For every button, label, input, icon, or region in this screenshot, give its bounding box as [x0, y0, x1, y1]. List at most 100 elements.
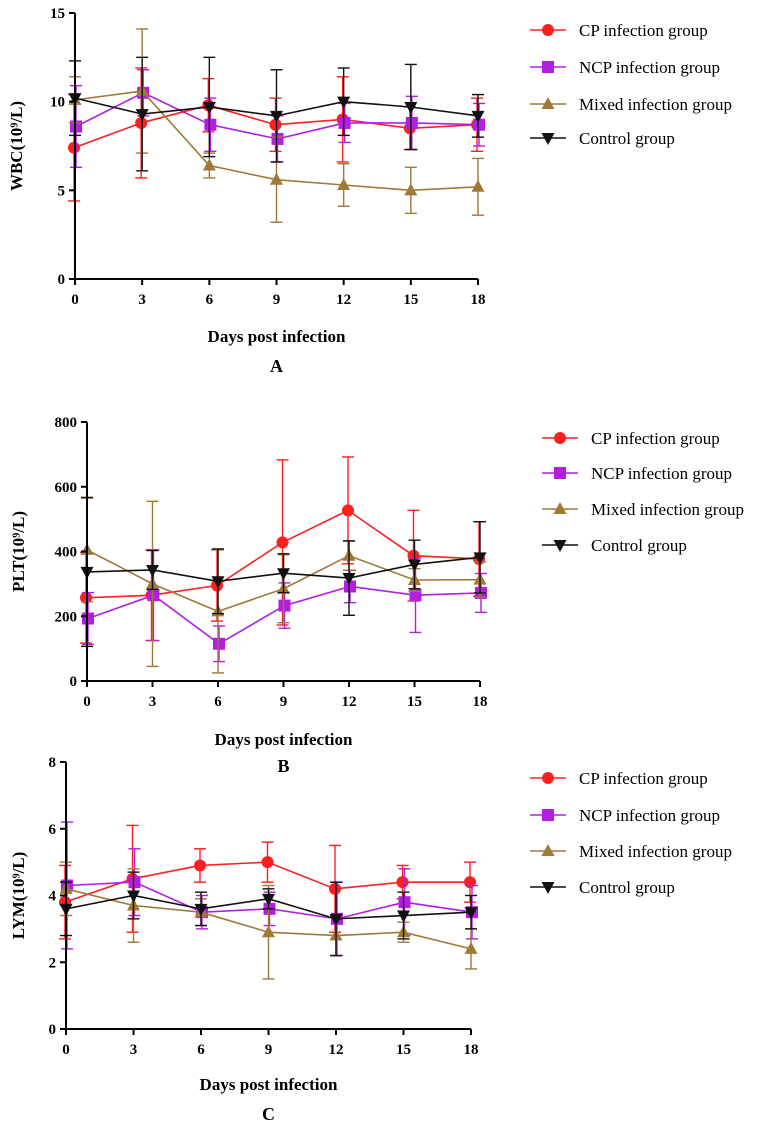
- data-point: [464, 907, 478, 920]
- data-point: [344, 580, 356, 593]
- data-point: [337, 178, 351, 191]
- data-point: [329, 882, 341, 895]
- data-point: [135, 116, 148, 129]
- y-axis-title: PLT(10⁹/L): [9, 511, 28, 592]
- legend-marker: [553, 502, 567, 514]
- x-tick-label: 18: [473, 694, 488, 710]
- x-tick-label: 9: [265, 1042, 273, 1058]
- legend-marker: [541, 844, 555, 856]
- data-point: [194, 859, 206, 872]
- data-point: [277, 568, 290, 581]
- y-axis-title: WBC(10⁹/L): [7, 101, 26, 191]
- data-point: [276, 536, 289, 549]
- x-tick-label: 12: [329, 1042, 344, 1058]
- y-tick-label: 0: [58, 272, 66, 288]
- legend-marker: [542, 61, 554, 73]
- legend-label: Mixed infection group: [579, 95, 732, 114]
- chart-panel-b: 0 200 400 600 800 0 3 6 9 12 15 18 Days post infecti…: [9, 415, 744, 776]
- legend-label: Control group: [579, 878, 675, 897]
- y-tick-label: 4: [49, 889, 57, 905]
- x-tick-label: 6: [214, 694, 222, 710]
- series-control-c: [59, 871, 478, 957]
- x-tick-label: 15: [396, 1042, 411, 1058]
- data-point: [338, 116, 351, 129]
- chart-panel-c: 0 2 4 6 8 0 3 6 9 12 15 18 Days post infection LYM(10…: [9, 755, 732, 1124]
- legend-label: NCP infection group: [579, 806, 720, 825]
- y-tick-label: 0: [49, 1022, 57, 1038]
- x-tick-label: 0: [83, 694, 91, 710]
- data-point: [337, 96, 351, 109]
- data-point: [471, 179, 485, 192]
- legend-b: CP infection group NCP infection group Mix…: [542, 429, 744, 555]
- legend-label: CP infection group: [579, 21, 708, 40]
- legend-label: NCP infection group: [591, 464, 732, 483]
- data-point: [213, 637, 225, 650]
- legend-marker: [541, 882, 555, 894]
- data-point: [342, 573, 356, 586]
- legend-marker: [541, 97, 555, 109]
- data-point: [194, 903, 208, 916]
- y-tick-label: 400: [55, 545, 78, 561]
- chart-panel-a: 0 5 10 15 0 3 6 9 12 15 18 Days post infection WBC(1…: [7, 6, 732, 376]
- x-tick-label: 15: [407, 694, 422, 710]
- x-tick-label: 12: [342, 694, 357, 710]
- legend-label: Control group: [591, 536, 687, 555]
- legend-label: Mixed infection group: [591, 500, 744, 519]
- y-tick-label: 2: [49, 955, 57, 971]
- data-point: [404, 101, 418, 114]
- legend-marker: [541, 133, 555, 145]
- data-point: [407, 549, 420, 562]
- legend-label: CP infection group: [591, 429, 720, 448]
- data-point: [146, 564, 159, 577]
- data-point: [329, 913, 343, 926]
- x-tick-label: 18: [471, 292, 486, 308]
- legend-marker: [542, 24, 554, 36]
- data-point: [127, 890, 140, 903]
- y-tick-label: 600: [55, 480, 78, 496]
- x-tick-label: 0: [62, 1042, 70, 1058]
- data-point: [262, 893, 275, 906]
- x-tick-label: 6: [206, 292, 214, 308]
- y-tick-label: 10: [50, 95, 65, 111]
- data-point: [271, 132, 284, 145]
- x-tick-label: 3: [149, 694, 157, 710]
- legend-marker: [553, 540, 567, 552]
- x-tick-label: 0: [71, 292, 79, 308]
- data-point: [473, 552, 487, 565]
- legend-label: Mixed infection group: [579, 842, 732, 861]
- y-tick-label: 8: [49, 755, 57, 771]
- data-point: [135, 109, 149, 122]
- series-mixed-c: [59, 861, 478, 980]
- data-point: [202, 158, 216, 171]
- data-point: [128, 876, 141, 889]
- data-point: [409, 589, 422, 602]
- y-tick-label: 0: [70, 674, 78, 690]
- series-cp-b: [80, 456, 485, 644]
- y-tick-label: 5: [58, 183, 66, 199]
- data-point: [204, 118, 217, 131]
- legend-marker: [554, 467, 566, 479]
- data-point: [404, 183, 418, 196]
- data-point: [270, 172, 283, 185]
- x-tick-label: 18: [464, 1042, 479, 1058]
- legend-a: CP infection group NCP infection group Mix…: [530, 21, 732, 148]
- legend-label: NCP infection group: [579, 58, 720, 77]
- series-ncp-b: [82, 549, 487, 663]
- x-axis-title: Days post infection: [208, 327, 346, 346]
- data-point: [464, 876, 476, 889]
- panel-label-c: C: [262, 1104, 275, 1124]
- legend-label: CP infection group: [579, 769, 708, 788]
- data-point: [342, 504, 354, 517]
- data-point: [464, 941, 478, 954]
- y-tick-label: 15: [50, 6, 65, 22]
- data-point: [473, 118, 485, 131]
- data-point: [471, 110, 485, 123]
- data-point: [405, 116, 418, 129]
- x-tick-label: 6: [197, 1042, 205, 1058]
- data-point: [396, 876, 409, 889]
- data-point: [398, 896, 411, 909]
- x-tick-label: 9: [280, 694, 288, 710]
- x-tick-label: 9: [273, 292, 281, 308]
- legend-marker: [554, 432, 566, 444]
